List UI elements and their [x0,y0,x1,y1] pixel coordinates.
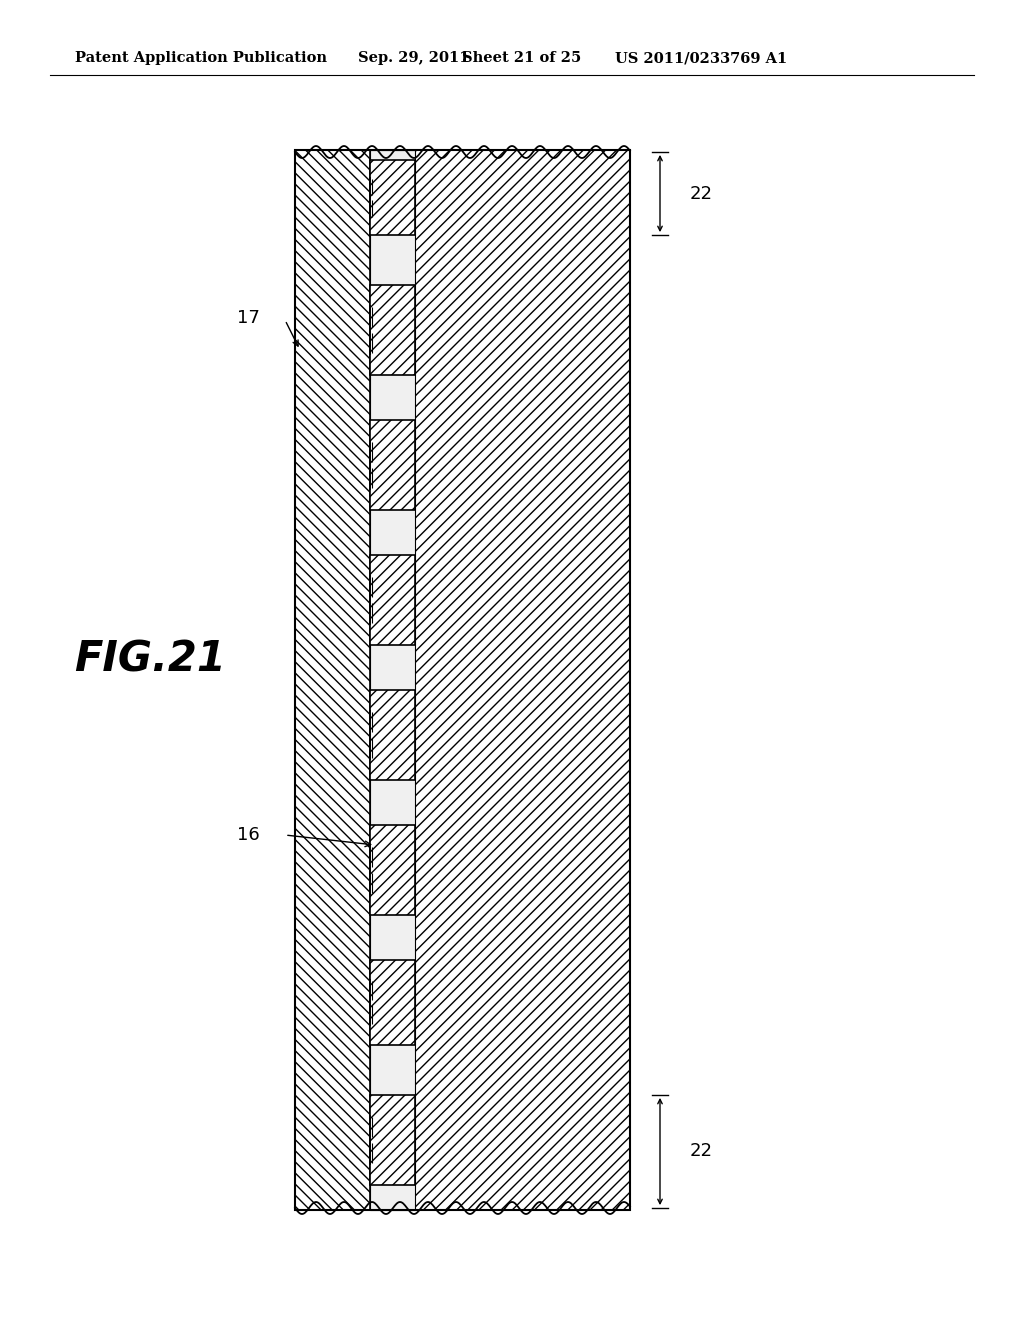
Bar [370,160,415,235]
Text: Patent Application Publication: Patent Application Publication [75,51,327,65]
Bar [295,150,630,1210]
Text: 22: 22 [690,1142,713,1160]
Text: 22: 22 [690,185,713,203]
Bar [370,960,415,1045]
Bar [370,554,415,645]
Bar [370,420,415,510]
Bar [370,285,415,375]
Bar [415,150,630,1210]
Bar [370,150,415,1210]
Bar [370,825,415,915]
Text: FIG.21: FIG.21 [74,639,226,681]
Bar [370,1096,415,1185]
Text: Sheet 21 of 25: Sheet 21 of 25 [462,51,582,65]
Bar [370,690,415,780]
Text: 17: 17 [238,309,260,327]
Bar [295,150,370,1210]
Text: 16: 16 [238,826,260,843]
Text: US 2011/0233769 A1: US 2011/0233769 A1 [615,51,787,65]
Text: Sep. 29, 2011: Sep. 29, 2011 [358,51,469,65]
